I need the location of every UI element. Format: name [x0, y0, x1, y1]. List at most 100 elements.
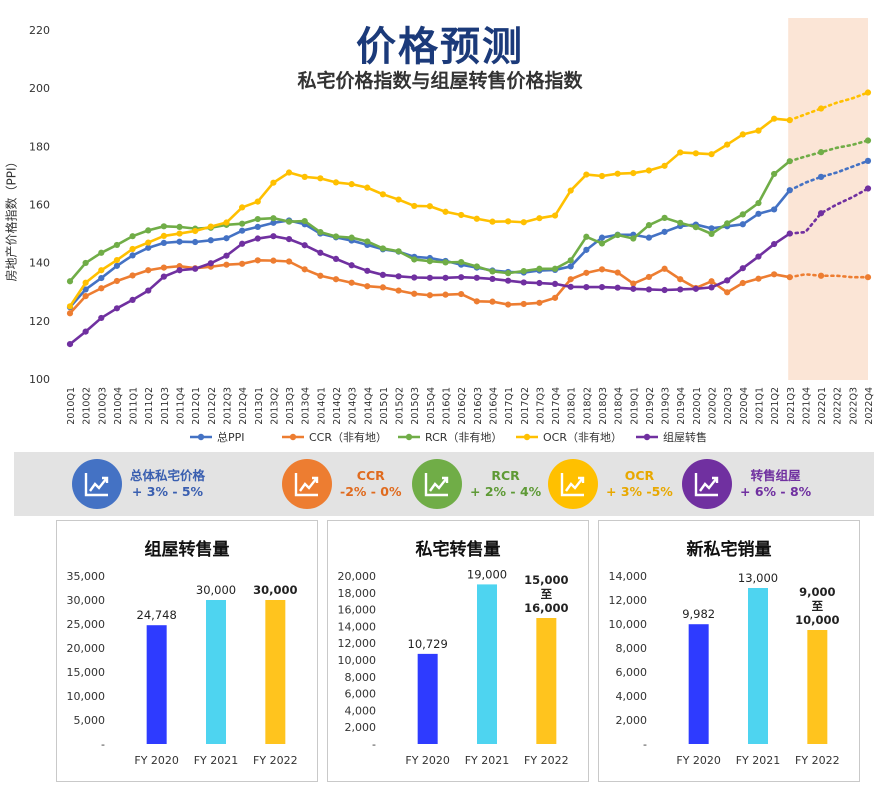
- data-point: [192, 238, 199, 246]
- data-point: [426, 258, 433, 265]
- legend-marker: [643, 433, 651, 441]
- data-point: [223, 261, 230, 268]
- x-tick-label: 2017Q1: [504, 387, 515, 425]
- bar-value-label: 16,000: [524, 601, 568, 615]
- data-point: [442, 259, 449, 266]
- x-tick-label: 2016Q4: [488, 387, 499, 425]
- x-tick-label: 2019Q1: [629, 387, 640, 425]
- data-point: [379, 245, 387, 252]
- data-point: [458, 274, 465, 281]
- x-tick-label: 2010Q1: [66, 387, 77, 425]
- data-point: [505, 277, 512, 284]
- bar-value-label: 10,729: [408, 637, 448, 651]
- data-point: [113, 256, 121, 264]
- x-tick-label: 2018Q3: [598, 387, 609, 425]
- data-point: [254, 235, 261, 242]
- x-tick-label: 2013Q1: [254, 387, 265, 425]
- data-point: [82, 286, 89, 293]
- data-point: [301, 173, 308, 180]
- y-tick-label: 160: [29, 199, 50, 212]
- chart-subtitle: 私宅价格指数与组屋转售价格指数: [297, 70, 583, 92]
- x-category-label: FY 2022: [524, 754, 569, 767]
- bar: [807, 630, 828, 744]
- x-tick-label: 2012Q4: [238, 387, 249, 425]
- badge-range: + 3% - 5%: [131, 484, 204, 499]
- y-tick-label: 35,000: [67, 570, 106, 583]
- x-tick-label: 2015Q3: [410, 387, 421, 425]
- data-point: [364, 184, 371, 191]
- data-point: [176, 238, 183, 245]
- bar-value-label: 15,000: [524, 573, 568, 587]
- data-point: [567, 263, 574, 270]
- data-point: [489, 275, 496, 283]
- data-point: [551, 280, 559, 287]
- data-point: [786, 117, 793, 124]
- y-axis-label: 房地产价格指数（PPI）: [4, 155, 19, 282]
- data-point: [505, 270, 512, 277]
- data-point: [771, 240, 778, 248]
- data-point: [192, 227, 199, 235]
- legend-label: RCR（非有地）: [425, 430, 502, 444]
- data-point: [677, 149, 684, 156]
- data-point: [817, 272, 825, 279]
- data-point: [270, 257, 277, 264]
- data-point: [614, 170, 621, 177]
- y-tick-label: 2,000: [345, 721, 377, 734]
- badge-range: + 2% - 4%: [470, 484, 542, 499]
- series-forecast-line-ppi: [788, 159, 870, 192]
- x-tick-label: 2012Q2: [207, 387, 218, 425]
- x-tick-label: 2013Q2: [269, 387, 280, 425]
- legend-label: OCR（非有地）: [543, 430, 622, 444]
- series-rcr: [66, 137, 872, 285]
- data-point: [661, 162, 668, 169]
- data-point: [724, 289, 731, 296]
- data-point: [505, 218, 512, 225]
- y-tick-label: 8,000: [345, 671, 377, 684]
- bar-value-label: 至: [812, 599, 824, 613]
- data-point: [442, 274, 449, 281]
- x-tick-label: 2020Q1: [692, 387, 703, 425]
- badge-ccr: CCR -2% - 0%: [282, 458, 402, 510]
- data-point: [82, 259, 89, 267]
- chart-up-icon: [294, 473, 319, 497]
- data-point: [379, 271, 387, 278]
- data-point: [98, 314, 105, 322]
- data-point: [176, 230, 183, 237]
- data-point: [223, 252, 230, 259]
- x-tick-label: 2013Q4: [301, 387, 312, 425]
- data-point: [551, 294, 559, 301]
- data-point: [583, 171, 590, 178]
- data-point: [145, 227, 152, 234]
- y-tick-label: -: [372, 738, 376, 751]
- data-point: [160, 223, 167, 230]
- bar-value-label: 10,000: [795, 613, 839, 627]
- chart-up-icon: [424, 473, 449, 497]
- x-tick-label: 2011Q3: [160, 387, 171, 425]
- legend-item-ppi: 总PPI: [190, 430, 245, 444]
- data-point: [254, 215, 261, 223]
- x-tick-label: 2014Q2: [332, 387, 343, 425]
- data-point: [285, 218, 293, 225]
- data-point: [864, 137, 872, 144]
- data-point: [645, 286, 653, 293]
- data-point: [739, 211, 746, 218]
- data-point: [473, 298, 480, 305]
- data-point: [520, 300, 527, 308]
- data-point: [645, 273, 653, 281]
- data-point: [348, 234, 355, 241]
- badge-ocr: OCR + 3% -5%: [548, 458, 673, 510]
- data-point: [98, 249, 105, 256]
- x-tick-label: 2021Q4: [801, 387, 812, 425]
- badge-range: + 3% -5%: [606, 484, 673, 499]
- data-point: [630, 285, 637, 292]
- forecast-shaded-band: [788, 18, 868, 380]
- y-tick-label: -: [101, 738, 105, 751]
- data-point: [786, 187, 793, 194]
- data-point: [176, 267, 183, 274]
- x-tick-label: 2011Q4: [176, 387, 187, 425]
- hdb-resale-bar-chart: - 5,000 10,000 15,000 20,000 25,000 30,000 35,0…: [67, 570, 298, 767]
- y-tick-label: 4,000: [345, 704, 377, 717]
- data-point: [567, 187, 574, 194]
- data-point: [661, 265, 668, 272]
- x-tick-label: 2015Q4: [426, 387, 437, 425]
